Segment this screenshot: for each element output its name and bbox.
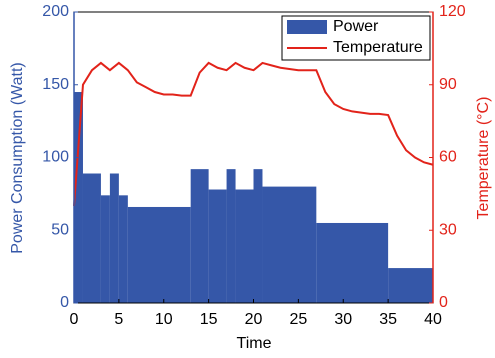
y2-tick-label: 90	[439, 76, 457, 93]
legend-swatch	[287, 20, 327, 34]
x-tick-label: 0	[70, 311, 79, 328]
temperature-line	[73, 61, 434, 207]
x-tick-label: 20	[245, 311, 263, 328]
bar	[262, 186, 317, 303]
y-tick-label: 50	[51, 221, 69, 238]
bar	[100, 195, 110, 303]
bar	[388, 268, 433, 303]
y-tick-label: 100	[42, 149, 69, 166]
y2-tick-label: 0	[439, 294, 448, 311]
x-axis-label: Time	[237, 335, 272, 352]
x-tick-label: 25	[289, 311, 307, 328]
x-tick-label: 35	[379, 311, 397, 328]
y2-tick-label: 60	[439, 149, 457, 166]
bar	[190, 169, 209, 303]
y2-tick-label: 120	[439, 3, 466, 20]
x-tick-label: 40	[424, 311, 442, 328]
y-tick-label: 150	[42, 76, 69, 93]
bar	[118, 195, 128, 303]
bar	[253, 169, 263, 303]
bar	[235, 189, 254, 303]
legend-label: Temperature	[333, 39, 423, 56]
bar	[226, 169, 236, 303]
legend-label: Power	[333, 18, 379, 35]
x-tick-label: 30	[334, 311, 352, 328]
y-axis-label: Power Consumption (Watt)	[9, 62, 26, 253]
bar	[316, 222, 389, 303]
bar	[74, 92, 83, 304]
y-tick-label: 200	[42, 3, 69, 20]
x-tick-label: 15	[200, 311, 218, 328]
bar	[127, 206, 191, 303]
bar	[208, 189, 227, 303]
bar	[109, 173, 119, 303]
bar	[82, 173, 101, 303]
y2-tick-label: 30	[439, 221, 457, 238]
x-tick-label: 10	[155, 311, 173, 328]
y-tick-label: 0	[60, 294, 69, 311]
y2-axis-label: Temperature (°C)	[475, 97, 492, 220]
x-tick-label: 5	[114, 311, 123, 328]
